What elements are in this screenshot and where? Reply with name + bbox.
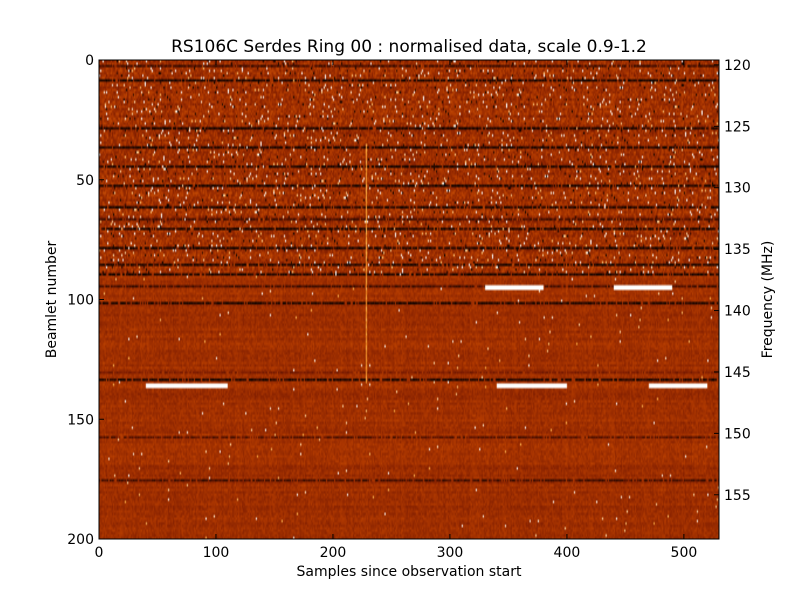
x-axis-ticks: 0 100 200 300 400 500 (95, 60, 698, 561)
chart-title: RS106C Serdes Ring 00 : normalised data,… (171, 37, 647, 57)
y2-tick-label: 130 (724, 181, 751, 197)
y2-tick-label: 145 (724, 365, 751, 381)
x-axis-title: Samples since observation start (297, 564, 522, 580)
y-tick-label: 200 (67, 532, 94, 548)
heatmap-image (99, 60, 719, 539)
y2-axis-ticks: 120 125 130 135 140 145 150 155 (714, 58, 751, 504)
y2-tick-label: 120 (724, 58, 751, 74)
x-tick-label: 100 (203, 545, 230, 561)
y2-tick-label: 135 (724, 242, 751, 258)
y-axis-ticks: 0 50 100 150 200 (67, 53, 104, 548)
y-axis-title: Beamlet number (44, 241, 60, 359)
x-tick-label: 500 (671, 545, 698, 561)
y2-axis-title: Frequency (MHz) (760, 241, 776, 359)
x-tick-label: 0 (95, 545, 104, 561)
x-tick-label: 200 (320, 545, 347, 561)
y-tick-label: 100 (67, 293, 94, 309)
x-tick-label: 400 (554, 545, 581, 561)
y2-tick-label: 125 (724, 119, 751, 135)
y-tick-label: 50 (76, 173, 94, 189)
y2-tick-label: 155 (724, 488, 751, 504)
y-tick-label: 150 (67, 412, 94, 428)
y2-tick-label: 150 (724, 426, 751, 442)
x-tick-label: 300 (437, 545, 464, 561)
y2-tick-label: 140 (724, 304, 751, 320)
y-tick-label: 0 (85, 53, 94, 69)
